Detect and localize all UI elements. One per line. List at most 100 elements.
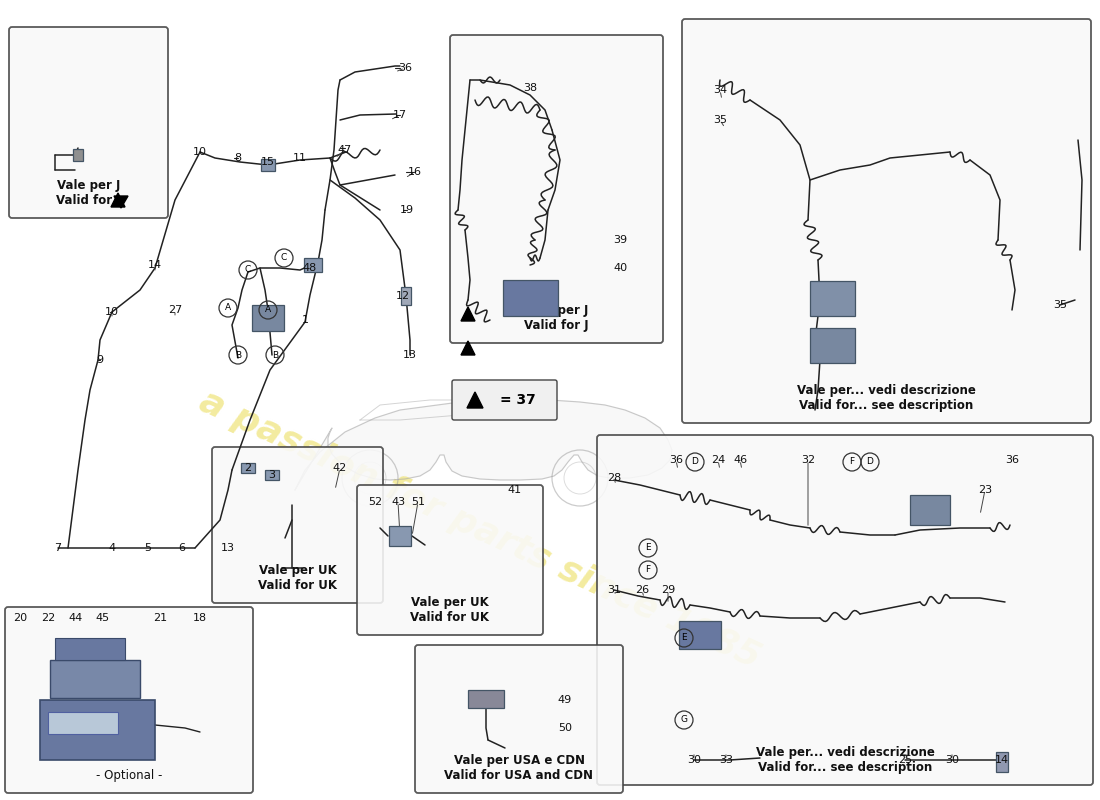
Text: 26: 26 [635, 585, 649, 595]
Text: 45: 45 [95, 613, 109, 623]
Text: Vale per UK
Valid for UK: Vale per UK Valid for UK [258, 564, 337, 592]
Bar [40, 700, 155, 760]
Text: C: C [245, 266, 251, 274]
Text: 52: 52 [367, 497, 382, 507]
Text: 42: 42 [333, 463, 348, 473]
Text: 17: 17 [393, 110, 407, 120]
FancyBboxPatch shape [452, 380, 557, 420]
Text: 23: 23 [978, 485, 992, 495]
Text: 29: 29 [661, 585, 675, 595]
FancyBboxPatch shape [6, 607, 253, 793]
Text: 21: 21 [153, 613, 167, 623]
Text: 7: 7 [54, 543, 62, 553]
Text: 47: 47 [338, 145, 352, 155]
Text: 16: 16 [408, 167, 422, 177]
Text: F: F [849, 458, 855, 466]
Bar [810, 327, 855, 362]
Polygon shape [114, 196, 128, 208]
Text: 4: 4 [109, 543, 116, 553]
Text: 27: 27 [168, 305, 183, 315]
Text: 13: 13 [403, 350, 417, 360]
Text: 31: 31 [607, 585, 621, 595]
FancyBboxPatch shape [212, 447, 383, 603]
Text: 20: 20 [13, 613, 28, 623]
Text: 50: 50 [558, 723, 572, 733]
FancyBboxPatch shape [682, 19, 1091, 423]
Bar [50, 660, 140, 698]
Text: 18: 18 [192, 613, 207, 623]
Text: 22: 22 [41, 613, 55, 623]
Text: C: C [280, 254, 287, 262]
Text: 33: 33 [719, 755, 733, 765]
FancyBboxPatch shape [450, 35, 663, 343]
Text: = 37: = 37 [500, 393, 536, 407]
Text: a passion for parts since 1985: a passion for parts since 1985 [194, 385, 766, 675]
Bar [679, 621, 721, 649]
Text: 44: 44 [69, 613, 84, 623]
Text: 39: 39 [613, 235, 627, 245]
Text: 9: 9 [97, 355, 103, 365]
Text: Vale per UK
Valid for UK: Vale per UK Valid for UK [410, 596, 490, 624]
Text: 30: 30 [688, 755, 701, 765]
FancyBboxPatch shape [415, 645, 623, 793]
Text: Vale per... vedi descrizione
Valid for... see description: Vale per... vedi descrizione Valid for..… [756, 746, 934, 774]
Text: 35: 35 [713, 115, 727, 125]
Text: A: A [265, 306, 271, 314]
Text: D: D [692, 458, 698, 466]
Text: F: F [646, 566, 650, 574]
FancyBboxPatch shape [9, 27, 168, 218]
Text: 14: 14 [147, 260, 162, 270]
Text: 1: 1 [301, 315, 308, 325]
Text: A: A [224, 303, 231, 313]
Text: B: B [235, 350, 241, 359]
Text: - Optional -: - Optional - [96, 769, 162, 782]
Bar [55, 638, 125, 660]
Text: 36: 36 [1005, 455, 1019, 465]
Text: 38: 38 [522, 83, 537, 93]
Bar [402, 287, 411, 305]
Text: 51: 51 [411, 497, 425, 507]
Bar [503, 280, 558, 316]
Bar [304, 258, 322, 272]
Text: 14: 14 [994, 755, 1009, 765]
Text: 5: 5 [144, 543, 152, 553]
Text: G: G [681, 715, 688, 725]
Text: 49: 49 [558, 695, 572, 705]
Bar [810, 281, 855, 315]
Text: Vale per USA e CDN
Valid for USA and CDN: Vale per USA e CDN Valid for USA and CDN [444, 754, 594, 782]
Text: E: E [646, 543, 651, 553]
Text: Vale per J
Valid for J: Vale per J Valid for J [56, 179, 121, 207]
Text: 2: 2 [244, 463, 252, 473]
Text: 25: 25 [898, 755, 912, 765]
Text: 10: 10 [104, 307, 119, 317]
Bar [241, 463, 255, 473]
Bar [73, 149, 82, 161]
Text: 12: 12 [396, 291, 410, 301]
Text: 46: 46 [733, 455, 747, 465]
Text: 30: 30 [945, 755, 959, 765]
Bar [996, 752, 1008, 772]
Bar [910, 495, 950, 525]
Text: Vale per J
Valid for J: Vale per J Valid for J [525, 304, 588, 332]
Text: 43: 43 [390, 497, 405, 507]
Text: 19: 19 [400, 205, 414, 215]
Text: 48: 48 [302, 263, 317, 273]
Text: 34: 34 [713, 85, 727, 95]
Text: 15: 15 [261, 157, 275, 167]
Text: 3: 3 [268, 470, 275, 480]
FancyBboxPatch shape [358, 485, 543, 635]
Text: 11: 11 [293, 153, 307, 163]
Text: 28: 28 [607, 473, 621, 483]
Text: 41: 41 [508, 485, 522, 495]
Bar [468, 690, 504, 708]
Text: 40: 40 [613, 263, 627, 273]
Text: 10: 10 [192, 147, 207, 157]
Polygon shape [461, 341, 475, 355]
Text: E: E [681, 634, 686, 642]
Polygon shape [295, 400, 672, 490]
Bar [261, 159, 275, 171]
Polygon shape [461, 307, 475, 321]
Bar [48, 712, 118, 734]
Text: 36: 36 [398, 63, 412, 73]
Bar [265, 470, 279, 480]
